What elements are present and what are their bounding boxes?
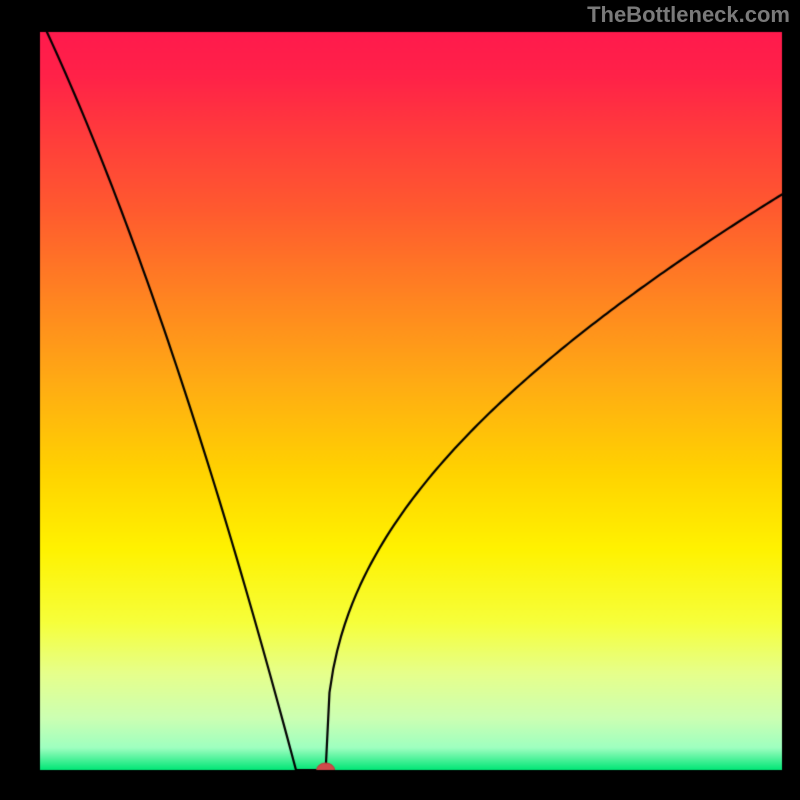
chart-container: TheBottleneck.com	[0, 0, 800, 800]
watermark-text: TheBottleneck.com	[587, 2, 790, 28]
bottleneck-chart-canvas	[0, 0, 800, 800]
